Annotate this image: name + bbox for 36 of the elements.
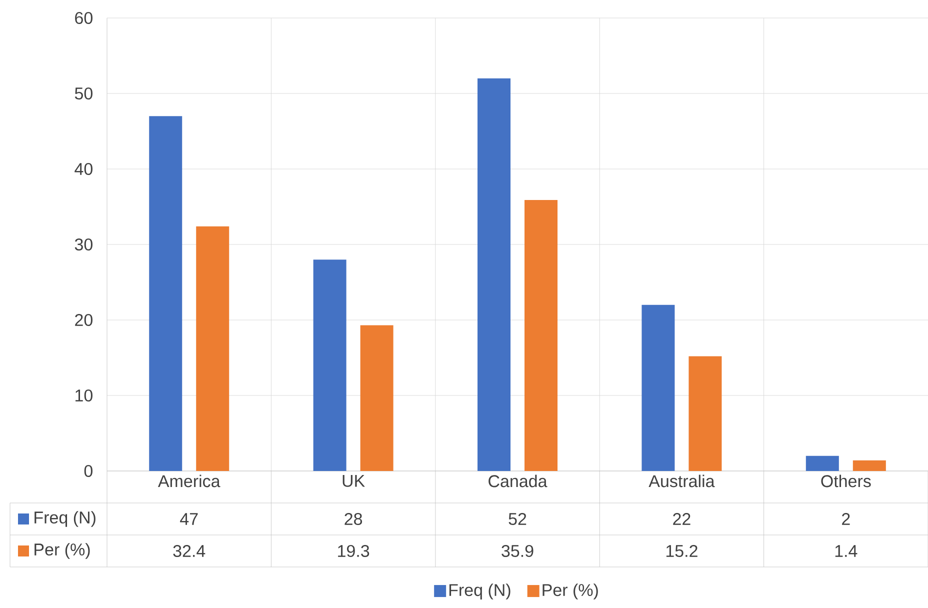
data-label: 28 — [344, 512, 362, 526]
bar — [852, 460, 886, 471]
data-label: 2 — [842, 513, 850, 525]
bar — [642, 304, 675, 471]
y-tick-label: 40 — [74, 162, 92, 176]
text: Per (%) — [34, 543, 90, 559]
y-tick-label: 60 — [75, 12, 92, 24]
data-label: 1.4 — [835, 545, 858, 557]
data-label: 19.3 — [338, 544, 370, 558]
data-label: 35.9 — [502, 544, 534, 558]
y-tick-label: 0 — [84, 464, 92, 478]
text: Freq (N) — [449, 584, 510, 600]
bar — [313, 260, 346, 471]
data-label: 32.4 — [173, 544, 206, 558]
data-label: 22 — [673, 513, 690, 525]
y-tick-label: 30 — [74, 238, 92, 251]
data-label: 52 — [508, 512, 526, 526]
x-tick-label: UK — [342, 475, 365, 487]
bar — [478, 78, 511, 471]
data-label: 47 — [180, 513, 198, 525]
y-tick-label: 20 — [75, 314, 92, 326]
legend-label: Per (%) — [542, 584, 598, 600]
bar — [806, 456, 839, 471]
x-tick-label: Others — [821, 474, 871, 488]
y-tick-label: 10 — [76, 389, 92, 402]
bar — [196, 226, 230, 471]
x-tick-label: America — [158, 474, 220, 488]
bar — [360, 325, 394, 471]
bar — [524, 200, 558, 471]
y-tick-label: 50 — [74, 87, 92, 100]
bar — [149, 116, 182, 471]
x-tick-label: Australia — [648, 474, 715, 488]
data-label: 15.2 — [666, 544, 698, 558]
bar — [688, 356, 722, 471]
legend-label: Freq (N) — [34, 511, 96, 527]
x-tick-label: Canada — [488, 474, 548, 488]
